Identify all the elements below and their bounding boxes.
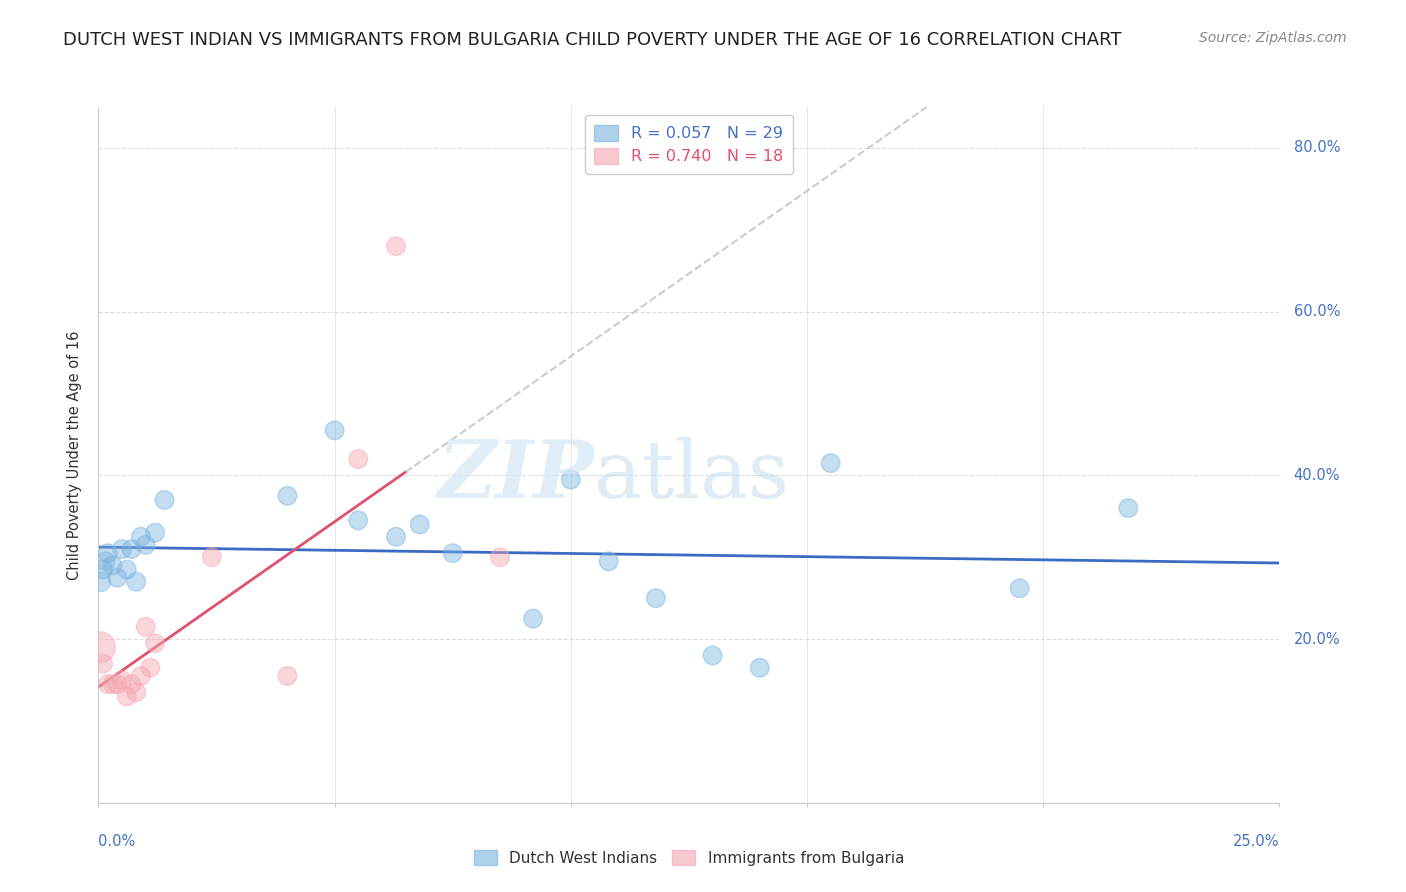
- Point: [385, 239, 408, 253]
- Point: [153, 492, 176, 507]
- Point: [1116, 501, 1139, 516]
- Point: [323, 423, 346, 437]
- Point: [347, 513, 370, 527]
- Text: 80.0%: 80.0%: [1294, 140, 1340, 155]
- Point: [129, 530, 152, 544]
- Text: 60.0%: 60.0%: [1294, 304, 1340, 319]
- Point: [97, 546, 120, 560]
- Point: [111, 542, 134, 557]
- Legend: R = 0.057   N = 29, R = 0.740   N = 18: R = 0.057 N = 29, R = 0.740 N = 18: [585, 115, 793, 174]
- Point: [748, 661, 770, 675]
- Point: [101, 558, 124, 573]
- Point: [105, 677, 128, 691]
- Text: ZIP: ZIP: [437, 437, 595, 515]
- Point: [143, 636, 166, 650]
- Point: [276, 669, 298, 683]
- Point: [489, 550, 512, 565]
- Text: Source: ZipAtlas.com: Source: ZipAtlas.com: [1199, 31, 1347, 45]
- Point: [105, 571, 128, 585]
- Text: 0.0%: 0.0%: [98, 834, 135, 849]
- Y-axis label: Child Poverty Under the Age of 16: Child Poverty Under the Age of 16: [67, 330, 83, 580]
- Point: [91, 562, 114, 576]
- Point: [129, 669, 152, 683]
- Point: [644, 591, 666, 606]
- Point: [143, 525, 166, 540]
- Point: [347, 452, 370, 467]
- Point: [820, 456, 842, 470]
- Text: 25.0%: 25.0%: [1233, 834, 1279, 849]
- Point: [560, 473, 582, 487]
- Point: [115, 562, 138, 576]
- Point: [385, 530, 408, 544]
- Point: [408, 517, 430, 532]
- Text: 40.0%: 40.0%: [1294, 468, 1340, 483]
- Text: atlas: atlas: [595, 437, 790, 515]
- Point: [111, 673, 134, 687]
- Point: [522, 612, 544, 626]
- Text: 20.0%: 20.0%: [1294, 632, 1340, 647]
- Point: [598, 554, 620, 568]
- Point: [101, 677, 124, 691]
- Point: [276, 489, 298, 503]
- Point: [702, 648, 724, 663]
- Point: [89, 640, 111, 655]
- Point: [441, 546, 464, 560]
- Point: [125, 574, 148, 589]
- Point: [115, 690, 138, 704]
- Point: [94, 554, 117, 568]
- Point: [91, 657, 114, 671]
- Point: [201, 550, 224, 565]
- Point: [125, 685, 148, 699]
- Point: [121, 677, 143, 691]
- Text: DUTCH WEST INDIAN VS IMMIGRANTS FROM BULGARIA CHILD POVERTY UNDER THE AGE OF 16 : DUTCH WEST INDIAN VS IMMIGRANTS FROM BUL…: [63, 31, 1122, 49]
- Point: [97, 677, 120, 691]
- Point: [135, 538, 157, 552]
- Point: [121, 542, 143, 557]
- Point: [139, 661, 162, 675]
- Point: [90, 574, 112, 589]
- Point: [135, 620, 157, 634]
- Point: [1008, 582, 1031, 596]
